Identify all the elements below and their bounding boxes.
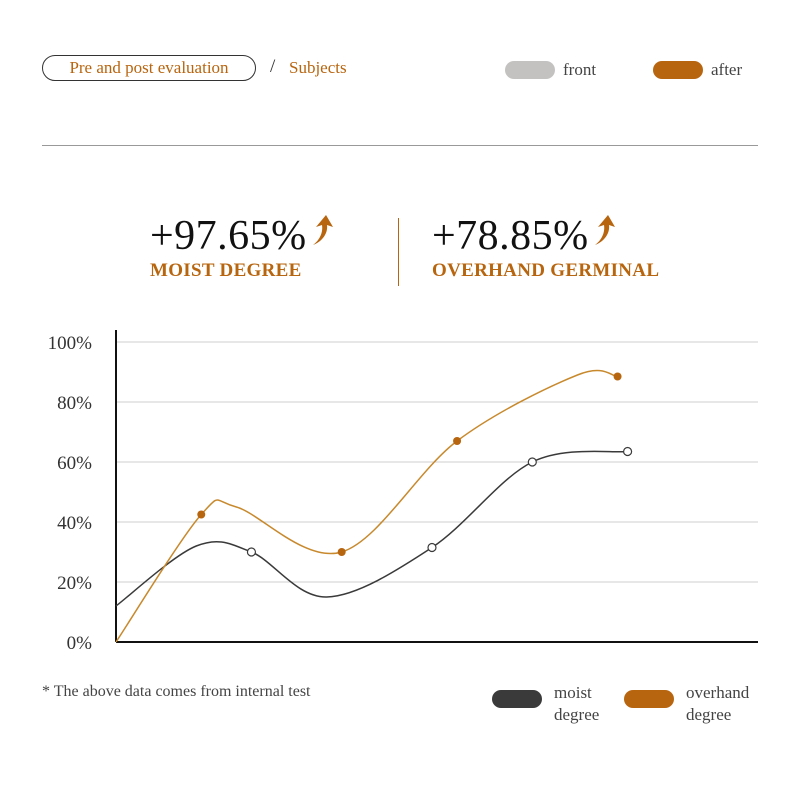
line-chart: 0% 20% 40% 60% 80% 100%	[48, 330, 758, 654]
moist-degree-point	[527, 457, 537, 467]
header-divider	[42, 145, 758, 146]
legend-label-overhand-1: overhand	[686, 683, 750, 702]
legend-label-after: after	[711, 60, 743, 79]
legend-label-moist-2: degree	[554, 705, 600, 724]
after-swatch	[653, 61, 703, 79]
moist-degree-point	[427, 542, 437, 553]
legend-item-moist-degree: moist degree	[492, 682, 599, 726]
evaluation-pill[interactable]: Pre and post evaluation	[42, 55, 256, 81]
overhand-degree-swatch	[624, 690, 674, 708]
footnote: * The above data comes from internal tes…	[42, 683, 311, 700]
stat-moist-value: +97.65%	[150, 213, 307, 259]
legend-label-moist-1: moist	[554, 683, 592, 702]
legend-label-front: front	[563, 60, 597, 79]
legend-item-overhand-degree: overhand degree	[624, 682, 749, 726]
front-swatch	[505, 61, 555, 79]
up-arrow-icon	[591, 212, 617, 256]
stat-moist-label: MOIST DEGREE	[150, 260, 302, 281]
stat-moist-degree: +97.65% MOIST DEGREE	[150, 212, 335, 282]
overhand-degree-line	[115, 369, 618, 643]
y-tick-label: 80%	[57, 393, 92, 414]
overhand-degree-point	[453, 437, 462, 445]
y-tick-label: 100%	[48, 333, 93, 354]
y-tick-label: 0%	[67, 633, 93, 654]
moist-degree-point	[246, 547, 257, 557]
overhand-degree-point	[337, 548, 346, 556]
moist-degree-line	[115, 450, 628, 607]
stat-overhand-label: OVERHAND GERMINAL	[432, 260, 660, 281]
overhand-degree-point	[613, 372, 622, 381]
legend-label-overhand-2: degree	[686, 705, 732, 724]
evaluation-pill-label: Pre and post evaluation	[69, 58, 229, 77]
stat-overhand-germinal: +78.85% OVERHAND GERMINAL	[432, 212, 659, 282]
y-tick-label: 40%	[57, 513, 92, 534]
moist-degree-swatch	[492, 690, 542, 708]
stat-overhand-value: +78.85%	[432, 213, 589, 259]
legend-item-after: after	[653, 60, 742, 80]
y-tick-label: 60%	[57, 453, 92, 474]
y-tick-label: 20%	[57, 573, 92, 594]
breadcrumb-subjects[interactable]: Subjects	[289, 58, 347, 77]
stats-separator	[398, 218, 399, 286]
legend-item-front: front	[505, 60, 596, 80]
overhand-degree-point	[197, 510, 206, 519]
breadcrumb-separator: /	[270, 56, 276, 77]
moist-degree-point	[622, 446, 633, 457]
up-arrow-icon	[309, 212, 335, 256]
